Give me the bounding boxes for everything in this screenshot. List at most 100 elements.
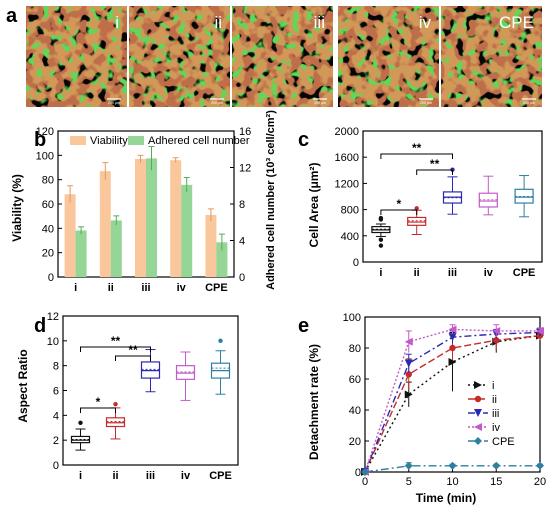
panel-c-xtick-label: i — [379, 267, 382, 279]
scale-bar-label: 200 µm — [314, 101, 326, 105]
micrograph-label: iv — [419, 13, 432, 32]
panel-b-ytick-label: 80 — [42, 175, 54, 187]
micrograph-red-cells — [441, 6, 542, 107]
micrograph-label: i — [115, 13, 119, 32]
micrograph-red-cells — [129, 6, 230, 107]
panel-b-ytick-label: 60 — [42, 199, 54, 211]
series-line — [364, 334, 541, 473]
scale-bar-label: 200 µm — [108, 101, 120, 105]
panel-d-ytick-label: 0 — [53, 460, 59, 472]
panel-b-ytick-label: 100 — [36, 150, 54, 162]
micrograph-red-cells — [338, 6, 439, 107]
series-marker — [404, 337, 413, 346]
significance-label: ** — [128, 343, 138, 357]
panel-c-box-iv — [478, 175, 498, 216]
panel-e-xtick-label: 15 — [490, 476, 502, 488]
series-marker — [492, 461, 501, 470]
outlier-point — [78, 420, 83, 425]
panel-b-xtick-label: i — [74, 282, 77, 294]
outlier-point — [378, 243, 384, 248]
series-CPE — [361, 461, 544, 476]
panel-b-ytick-right-label: 12 — [239, 163, 251, 175]
micrograph-red-cells — [26, 6, 127, 107]
panel-c-axes-frame — [362, 130, 543, 263]
panel-c-ytick-label: 1600 — [335, 152, 359, 164]
panel-e-ytick-label: 60 — [349, 374, 361, 386]
panel-d-ytick-label: 2 — [53, 435, 59, 447]
panel-b-ytick-label: 120 — [36, 126, 54, 138]
outlier-point — [378, 215, 384, 221]
series-iv — [361, 324, 544, 476]
panel-e-line-chart: Detachment rate (%) Time (min) 0 20 40 60 80… — [307, 312, 546, 505]
micrograph-3: iii 200 µm — [232, 6, 333, 107]
significance-bracket — [380, 153, 453, 159]
panel-b-bar-chart: Viability (%) Adhered cell number (10³ c… — [10, 110, 277, 294]
panel-d-xtick-label: CPE — [209, 470, 232, 482]
panel-e-ytick-label: 100 — [343, 312, 361, 324]
panel-b-xtick-label: iv — [177, 282, 187, 294]
panel-d-xtick-label: i — [79, 470, 82, 482]
panel-b-xtick-label: iii — [141, 282, 150, 294]
significance-bracket — [416, 169, 453, 175]
legend-label-adhered: Adhered cell number — [148, 135, 250, 147]
panel-d-xtick-label: ii — [112, 470, 118, 482]
significance-label: * — [396, 197, 401, 211]
series-line — [364, 328, 540, 473]
adhered-bar — [110, 220, 122, 277]
legend-swatch-adhered — [128, 136, 144, 145]
series-marker — [474, 381, 482, 389]
series-marker — [474, 395, 482, 403]
panel-c-ytick-label: 0 — [353, 257, 359, 269]
significance-bracket — [115, 355, 151, 361]
panel-c-xtick-label: iv — [484, 267, 494, 279]
legend-label-viability: Viability — [90, 135, 128, 147]
panel-d-box-iii — [140, 349, 161, 393]
significance-label: ** — [111, 334, 121, 348]
series-marker — [404, 461, 413, 470]
panel-e-ytick-label: 20 — [349, 436, 361, 448]
panel-d-box-iv — [175, 351, 196, 401]
panel-d-xtick-label: iv — [181, 470, 191, 482]
panel-b-ytick-label: 20 — [42, 248, 54, 260]
series-marker — [474, 423, 482, 431]
series-marker — [448, 461, 457, 470]
panel-e-xlabel: Time (min) — [416, 491, 476, 505]
panel-b-ytick-right-label: 16 — [239, 126, 251, 138]
significance-bracket — [80, 346, 151, 352]
iqr-box — [105, 417, 126, 428]
viability-bar — [64, 194, 76, 277]
panel-c-ytick-label: 2000 — [335, 126, 359, 138]
panel-d-ytick-label: 12 — [47, 311, 59, 323]
legend-label-iii: iii — [492, 408, 499, 420]
micrograph-2: ii 200 µm — [129, 6, 230, 107]
micrograph-4: iv 200 µm — [338, 6, 439, 107]
iqr-box — [140, 361, 161, 379]
series-marker — [404, 390, 413, 399]
panel-c-box-CPE — [514, 175, 534, 218]
panel-d-box-i — [70, 420, 91, 451]
series-ii — [361, 330, 544, 476]
significance-label: ** — [430, 157, 440, 171]
panel-e-xtick-label: 0 — [362, 476, 368, 488]
panel-c-box-i — [371, 215, 391, 248]
panel-d-ytick-label: 6 — [53, 386, 59, 398]
panel-e-ylabel: Detachment rate (%) — [307, 344, 321, 460]
significance-label: * — [96, 395, 101, 409]
panel-letter-b: b — [34, 129, 46, 151]
outlier-point — [378, 237, 384, 242]
iqr-box — [407, 216, 427, 226]
series-marker — [493, 337, 500, 344]
panel-b-xtick-label: CPE — [205, 282, 228, 294]
panel-b-ytick-right-label: 8 — [239, 199, 245, 211]
panel-d-ytick-label: 10 — [47, 336, 59, 348]
adhered-bar — [146, 158, 157, 277]
panel-d-box-CPE — [210, 338, 231, 395]
panel-letter-c: c — [298, 129, 309, 151]
micrograph-1: i 200 µm — [26, 6, 127, 107]
panel-e-ytick-label: 0 — [355, 467, 361, 479]
micrograph-red-cells — [232, 6, 333, 107]
panel-b-ytick-label: 0 — [48, 272, 54, 284]
panel-b-ytick-label: 40 — [42, 223, 54, 235]
